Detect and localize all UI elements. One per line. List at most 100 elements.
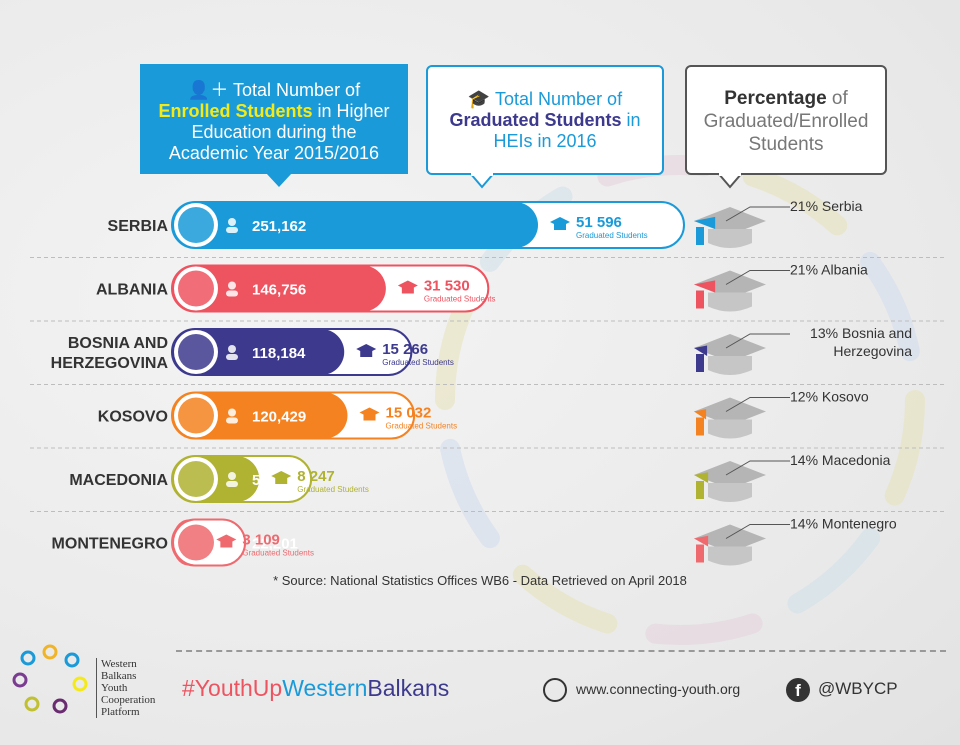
hashtag-hash: # xyxy=(182,675,195,701)
source-note: * Source: National Statistics Offices WB… xyxy=(273,573,687,588)
logo-line: Youth xyxy=(101,682,128,694)
ring-segment xyxy=(435,294,476,410)
header-graduated-pre: Total Number of xyxy=(495,89,623,109)
percentage-cap-icon xyxy=(694,524,766,553)
user-icon xyxy=(228,281,236,290)
flag-inner xyxy=(178,270,214,307)
hashtag-part-2: Western xyxy=(282,675,368,701)
header-graduated-post: in HEIs in 2016 xyxy=(493,110,641,151)
user-icon xyxy=(228,218,236,226)
country-label: HERZEGOVINA xyxy=(51,355,169,372)
graduation-cap-icon-base xyxy=(363,414,376,421)
graduated-sub-label: Graduated Students xyxy=(424,295,496,304)
enrolled-user-icon: 👤＋ xyxy=(187,80,229,100)
enrolled-value-label: 251,162 xyxy=(252,218,306,235)
logo-text: Western Balkans Youth Cooperation Platfo… xyxy=(96,658,155,718)
graduated-value-label: 3 109 xyxy=(242,532,280,549)
logo-line: Platform xyxy=(101,706,140,718)
facebook-icon[interactable]: f xyxy=(786,678,810,702)
header-graduated: 🎓 Total Number of Graduated Students in … xyxy=(426,65,664,175)
graduation-cap-icon-base xyxy=(401,287,414,294)
percentage-cap-fill xyxy=(694,280,716,293)
graduation-cap-icon-base xyxy=(275,478,288,484)
ring-segment xyxy=(645,613,763,645)
percentage-cap-tassel xyxy=(696,290,704,309)
percentage-cap-fill xyxy=(694,216,716,229)
enrolled-value-label: 118,184 xyxy=(252,345,306,362)
percentage-leader-line xyxy=(725,524,790,539)
user-icon-body xyxy=(226,481,238,487)
graduation-cap-icon-base xyxy=(554,224,566,230)
graduated-sub-label: Graduated Students xyxy=(382,358,454,367)
user-icon-body xyxy=(226,354,238,360)
percentage-cap-fill xyxy=(694,409,707,420)
graduation-cap-icon-base xyxy=(360,351,373,357)
enrolled-value-label: 146,756 xyxy=(252,282,306,299)
hashtag-part-3: Balkans xyxy=(367,675,450,701)
graduation-cap-icon-base xyxy=(220,541,233,548)
enrolled-bar xyxy=(172,392,348,439)
ring-segment xyxy=(787,528,881,614)
ring-segment xyxy=(742,166,848,236)
header-enrolled-pointer xyxy=(266,173,292,187)
wbycp-logo-icon xyxy=(12,644,88,714)
header-percentage-post: of Graduated/Enrolled Students xyxy=(703,88,869,155)
percentage-label: 12% Kosovo xyxy=(790,389,869,405)
graduation-cap-icon: 🎓 xyxy=(467,89,491,109)
header-percentage: Percentage of Graduated/Enrolled Student… xyxy=(685,65,887,175)
percentage-cap-base xyxy=(708,546,752,566)
percentage-label: 21% Serbia xyxy=(790,198,863,214)
logo-line: Cooperation xyxy=(101,694,156,706)
graduated-value-label: 31 530 xyxy=(424,278,470,295)
enrolled-bar xyxy=(172,329,345,375)
flag-inner xyxy=(178,207,214,243)
country-label: SERBIA xyxy=(108,218,169,235)
percentage-cap-tassel xyxy=(696,227,704,245)
percentage-cap-base xyxy=(708,483,752,502)
header-enrolled-highlight-1: Enrolled xyxy=(158,101,231,121)
percentage-label: 21% Albania xyxy=(790,262,868,278)
percentage-cap-tassel xyxy=(696,481,704,499)
percentage-leader-line xyxy=(725,397,790,412)
country-label: ALBANIA xyxy=(96,282,168,299)
user-icon-body xyxy=(226,417,238,424)
hashtag-part-1: YouthUp xyxy=(194,675,283,701)
hashtag: #YouthUpWesternBalkans xyxy=(182,675,449,702)
percentage-cap-icon xyxy=(694,207,766,235)
ring-segment xyxy=(884,390,925,506)
percentage-cap-base xyxy=(708,292,752,312)
percentage-cap-icon xyxy=(694,397,766,426)
footer-divider xyxy=(176,650,946,652)
header-enrolled-highlight-2: Students xyxy=(235,101,313,121)
header-enrolled: 👤＋ Total Number of Enrolled Students in … xyxy=(140,64,408,174)
country-label: MONTENEGRO xyxy=(52,536,168,553)
country-label: BOSNIA AND xyxy=(68,335,168,352)
header-percentage-pointer xyxy=(718,173,742,189)
ring-segment xyxy=(860,251,920,362)
graduated-value-label: 51 596 xyxy=(576,214,622,231)
flag-inner xyxy=(178,397,214,434)
percentage-label: 13% Bosnia and xyxy=(810,325,912,341)
percentage-label: 14% Montenegro xyxy=(790,516,897,532)
header-graduated-highlight: Graduated Students xyxy=(449,110,622,130)
percentage-leader-line xyxy=(725,270,790,285)
percentage-cap-base xyxy=(708,419,752,439)
social-handle[interactable]: @WBYCP xyxy=(818,679,898,698)
graduated-sub-label: Graduated Students xyxy=(576,231,648,240)
country-label: KOSOVO xyxy=(98,409,168,426)
percentage-cap-tassel xyxy=(696,354,704,372)
flag-inner xyxy=(178,461,214,497)
header-enrolled-pre: Total Number of xyxy=(233,80,361,100)
percentage-leader-line xyxy=(725,206,790,222)
graduated-sub-label: Graduated Students xyxy=(242,549,314,558)
enrolled-value-label: 120,429 xyxy=(252,409,306,426)
user-icon xyxy=(228,408,236,417)
logo-line: Western xyxy=(101,658,137,670)
website-link[interactable]: www.connecting-youth.org xyxy=(576,681,741,697)
logo-line: Balkans xyxy=(101,670,137,682)
percentage-cap-icon xyxy=(694,270,766,299)
enrolled-value-label: 22,201 xyxy=(252,536,298,553)
percentage-leader-line xyxy=(725,333,790,349)
enrolled-bar xyxy=(172,265,386,312)
